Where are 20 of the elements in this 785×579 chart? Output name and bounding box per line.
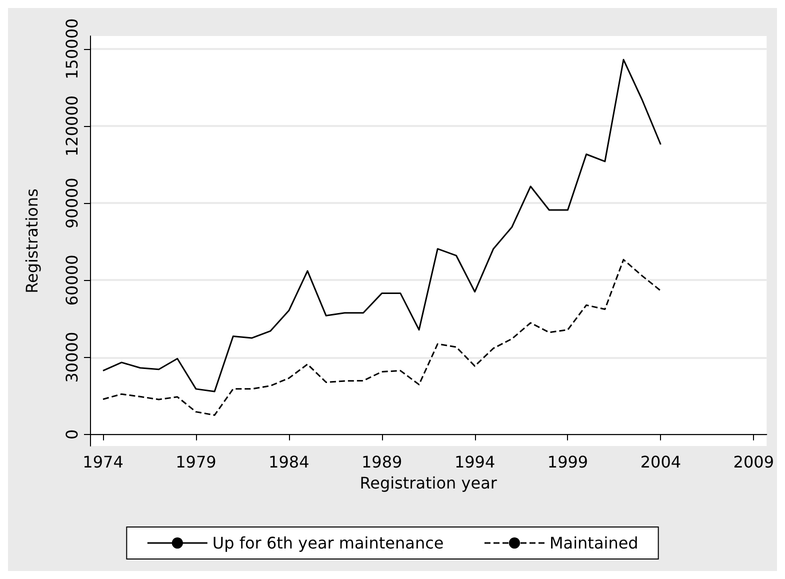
x-tick-label: 1999: [547, 452, 588, 472]
line-series: [102, 58, 662, 392]
x-axis-title: Registration year: [360, 473, 498, 492]
y-tick-label: 30000: [62, 332, 82, 383]
x-tick-label: 1994: [454, 452, 496, 472]
legend-label: Up for 6th year maintenance: [212, 534, 444, 552]
x-tick-label: 1974: [82, 452, 124, 472]
x-tick-label: 1989: [361, 452, 402, 472]
line-series: [102, 258, 662, 416]
y-tick-label: 150000: [62, 18, 82, 80]
y-tick-label: 90000: [62, 178, 82, 229]
legend-label: Maintained: [549, 534, 638, 552]
y-tick-label: 120000: [62, 95, 82, 157]
y-tick-label: 60000: [62, 254, 82, 306]
y-tick-label: 0: [62, 429, 82, 440]
x-tick-label: 2009: [733, 452, 774, 472]
x-tick-label: 2004: [640, 452, 682, 472]
x-tick-label: 1979: [176, 452, 216, 472]
y-axis-title: Registrations: [22, 188, 42, 294]
x-tick-label: 1984: [268, 452, 310, 472]
